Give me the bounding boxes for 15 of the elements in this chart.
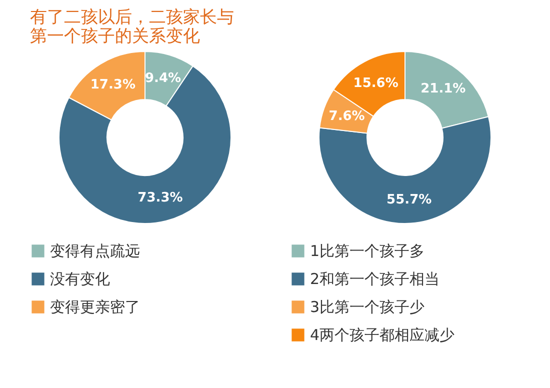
legend-label: 3比第一个孩子少 (310, 298, 425, 316)
data-label: 9.4% (145, 71, 182, 86)
legend-label: 没有变化 (50, 270, 110, 288)
legend-label: 变得更亲密了 (50, 298, 140, 316)
legend-label: 4两个孩子都相应减少 (310, 326, 455, 344)
legend-label: 2和第一个孩子相当 (310, 270, 440, 288)
data-label: 55.7% (386, 192, 432, 208)
data-label: 15.6% (353, 76, 398, 91)
chart-title: 有了二孩以后，二孩家长与第一个孩子的关系变化 (30, 8, 234, 46)
data-label: 73.3% (138, 190, 183, 206)
data-label: 21.1% (420, 82, 466, 97)
data-label: 7.6% (328, 109, 365, 124)
data-label: 17.3% (90, 77, 136, 92)
legend-label: 变得有点疏远 (50, 242, 140, 260)
legend-label: 1比第一个孩子多 (310, 242, 425, 260)
